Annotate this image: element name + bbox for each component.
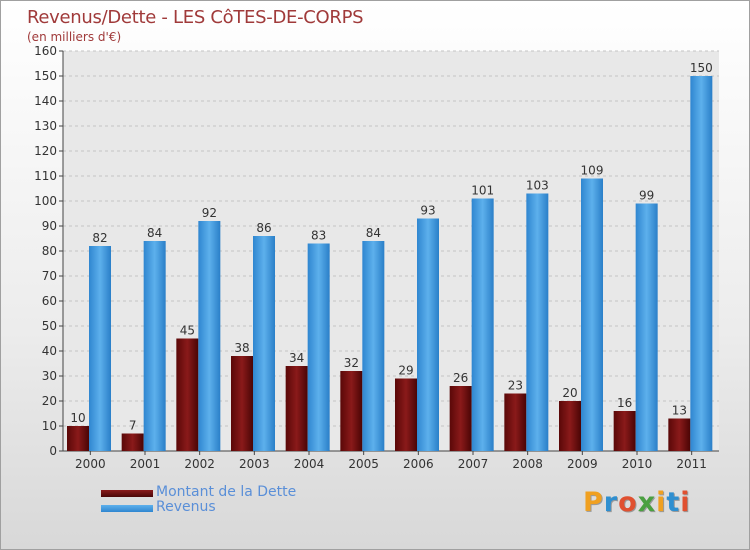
data-label-dette: 29 — [398, 364, 413, 378]
y-tick-label: 140 — [34, 94, 57, 108]
bar-revenus — [253, 236, 275, 451]
bar-revenus — [143, 241, 166, 451]
x-tick-label: 2006 — [403, 457, 434, 471]
bar-dette — [668, 418, 691, 451]
x-tick-label: 2011 — [676, 457, 707, 471]
bar-dette — [121, 433, 144, 451]
x-tick-label: 2002 — [184, 457, 215, 471]
logo-letter: o — [618, 487, 638, 518]
data-label-revenus: 93 — [420, 204, 435, 218]
logo-letter: r — [603, 487, 619, 518]
x-tick-label: 2004 — [294, 457, 325, 471]
x-tick-label: 2003 — [239, 457, 270, 471]
y-tick-label: 160 — [34, 44, 57, 58]
bar-revenus — [635, 203, 658, 451]
data-label-revenus: 86 — [256, 221, 271, 235]
y-tick-label: 50 — [42, 319, 57, 333]
data-label-revenus: 101 — [471, 184, 494, 198]
bar-revenus — [417, 218, 439, 451]
data-label-dette: 23 — [508, 379, 523, 393]
bar-revenus — [690, 76, 713, 451]
y-tick-label: 60 — [42, 294, 57, 308]
bar-revenus — [581, 178, 603, 451]
chart-title: Revenus/Dette - LES CôTES-DE-CORPS — [27, 7, 364, 28]
bar-revenus — [362, 241, 385, 451]
y-tick-label: 150 — [34, 69, 57, 83]
x-tick-label: 2005 — [348, 457, 379, 471]
bar-dette — [395, 378, 417, 451]
data-label-revenus: 83 — [311, 229, 326, 243]
y-tick-label: 10 — [42, 419, 57, 433]
logo-letter: t — [666, 487, 681, 518]
legend-label-dette: Montant de la Dette — [156, 484, 297, 500]
bar-revenus — [471, 198, 494, 451]
data-label-revenus: 109 — [581, 164, 604, 178]
y-tick-label: 40 — [42, 344, 57, 358]
bar-dette — [449, 386, 472, 451]
logo-letter: i — [656, 487, 667, 518]
y-tick-label: 130 — [34, 119, 57, 133]
bar-dette — [285, 366, 308, 451]
x-tick-label: 2009 — [567, 457, 598, 471]
data-label-revenus: 84 — [147, 226, 162, 240]
x-tick-label: 2000 — [75, 457, 106, 471]
data-label-revenus: 92 — [202, 206, 217, 220]
data-label-dette: 32 — [344, 356, 359, 370]
logo-letter: x — [637, 487, 657, 518]
data-label-dette: 26 — [453, 371, 468, 385]
bar-revenus — [526, 193, 549, 451]
x-tick-label: 2008 — [512, 457, 543, 471]
logo-letter: i — [680, 487, 691, 518]
y-tick-label: 100 — [34, 194, 57, 208]
logo-letter: P — [583, 487, 604, 518]
y-tick-label: 30 — [42, 369, 57, 383]
bar-dette — [613, 411, 636, 451]
data-label-dette: 13 — [672, 404, 687, 418]
legend-swatch-dette — [101, 490, 153, 497]
data-label-revenus: 82 — [92, 231, 107, 245]
y-tick-label: 120 — [34, 144, 57, 158]
data-label-revenus: 99 — [639, 189, 654, 203]
data-label-revenus: 103 — [526, 179, 549, 193]
bar-revenus — [89, 246, 111, 451]
y-tick-label: 0 — [49, 444, 57, 458]
y-tick-label: 90 — [42, 219, 57, 233]
legend-swatch-revenus — [101, 505, 153, 512]
data-label-dette: 34 — [289, 351, 304, 365]
bar-dette — [231, 356, 253, 451]
x-tick-label: 2007 — [458, 457, 489, 471]
y-tick-label: 70 — [42, 269, 57, 283]
bar-dette — [559, 401, 581, 451]
data-label-dette: 16 — [617, 396, 632, 410]
bar-dette — [340, 371, 363, 451]
y-tick-label: 20 — [42, 394, 57, 408]
bar-revenus — [307, 243, 330, 451]
proxiti-logo: Proxiti — [583, 487, 691, 518]
bar-revenus — [198, 221, 221, 451]
bar-dette — [176, 338, 199, 451]
data-label-revenus: 84 — [366, 226, 381, 240]
data-label-dette: 20 — [562, 386, 577, 400]
y-tick-label: 110 — [34, 169, 57, 183]
bar-dette — [504, 393, 527, 451]
chart-subtitle: (en milliers d'€) — [27, 30, 122, 44]
data-label-revenus: 150 — [690, 61, 713, 75]
data-label-dette: 7 — [129, 419, 137, 433]
data-label-dette: 45 — [180, 324, 195, 338]
x-tick-label: 2001 — [130, 457, 161, 471]
x-tick-label: 2010 — [622, 457, 653, 471]
data-label-dette: 10 — [70, 411, 85, 425]
bar-dette — [67, 426, 89, 451]
y-tick-label: 80 — [42, 244, 57, 258]
data-label-dette: 38 — [234, 341, 249, 355]
legend-label-revenus: Revenus — [156, 499, 216, 515]
